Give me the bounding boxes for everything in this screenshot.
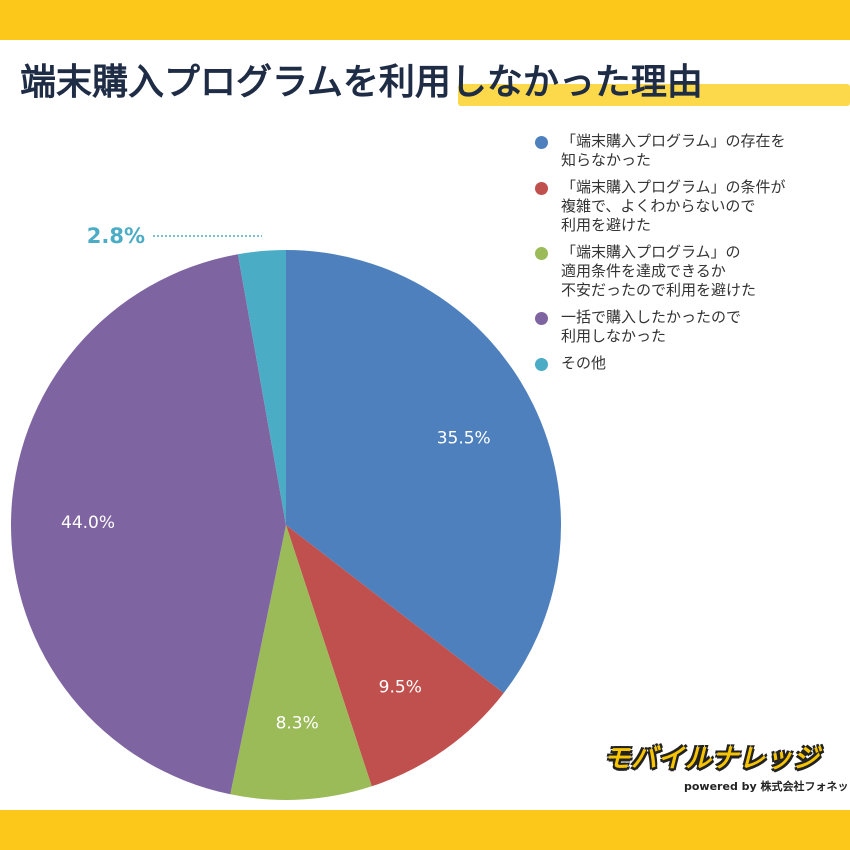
chart-title: 端末購入プログラムを利用しなかった理由 (20, 62, 703, 103)
chart-legend: 「端末購入プログラム」の存在を 知らなかった「端末購入プログラム」の条件が 複雑… (535, 132, 845, 381)
title-area: 端末購入プログラムを利用しなかった理由 (20, 54, 850, 112)
legend-label: 「端末購入プログラム」の条件が 複雑で、よくわからないので 利用を避けた (561, 178, 786, 234)
legend-swatch (535, 312, 548, 325)
legend-swatch (535, 358, 548, 371)
slice-label-2: 9.5% (379, 678, 422, 698)
bottom-band (0, 810, 850, 850)
legend-swatch (535, 247, 548, 260)
legend-label: その他 (561, 354, 607, 372)
legend-label: 「端末購入プログラム」の存在を 知らなかった (561, 132, 786, 169)
legend-item-2: 「端末購入プログラム」の条件が 複雑で、よくわからないので 利用を避けた (535, 178, 845, 235)
brand-logo: モバイルナレッジ powered by 株式会社フォネット (598, 738, 850, 800)
slice-label-4: 44.0% (61, 513, 115, 533)
pie-slice-2 (286, 525, 504, 787)
top-band (0, 0, 850, 40)
legend-item-5: その他 (535, 354, 845, 373)
logo-sub: powered by 株式会社フォネット (684, 780, 850, 793)
pie-slice-3 (230, 525, 372, 800)
legend-item-1: 「端末購入プログラム」の存在を 知らなかった (535, 132, 845, 170)
legend-swatch (535, 136, 548, 149)
slice-label-5: 2.8% (87, 224, 145, 248)
slice-label-3: 8.3% (276, 714, 319, 734)
pie-slice-4 (10, 254, 287, 795)
legend-item-3: 「端末購入プログラム」の 適用条件を達成できるか 不安だったので利用を避けた (535, 243, 845, 300)
legend-item-4: 一括で購入したかったので 利用しなかった (535, 308, 845, 346)
pie-chart: 35.5% 9.5% 8.3% 44.0% 2.8% (10, 224, 561, 800)
title-highlight (458, 84, 850, 106)
legend-swatch (535, 182, 548, 195)
pie-slice-1 (286, 250, 561, 694)
legend-label: 「端末購入プログラム」の 適用条件を達成できるか 不安だったので利用を避けた (561, 243, 757, 299)
legend-label: 一括で購入したかったので 利用しなかった (561, 308, 742, 345)
logo-name: モバイルナレッジ (604, 744, 821, 774)
slice-label-1: 35.5% (437, 429, 491, 449)
pie-slice-5 (237, 250, 286, 525)
